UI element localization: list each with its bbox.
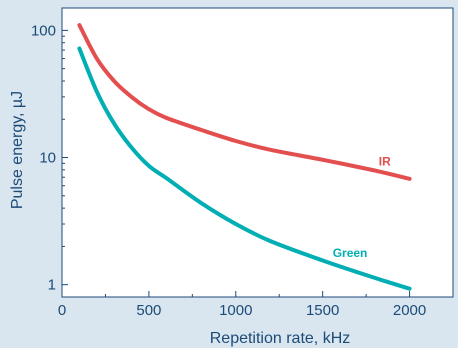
series-line-green xyxy=(77,46,412,291)
y-tick-label: 10 xyxy=(39,150,56,167)
x-tick-label: 1500 xyxy=(306,302,339,319)
y-axis-title: Pulse energy, µJ xyxy=(9,91,26,209)
x-tick-label: 500 xyxy=(136,302,161,319)
x-tick-label: 2000 xyxy=(393,302,426,319)
y-tick-label: 100 xyxy=(31,22,56,39)
x-tick-label: 1000 xyxy=(219,302,252,319)
axis-ticks: 0 500 1000 1500 2000 1 10 100 xyxy=(31,22,426,319)
x-axis-title: Repetition rate, kHz xyxy=(210,330,351,347)
plot-area xyxy=(61,7,454,298)
series-label-green: Green xyxy=(333,246,368,260)
x-tick-label: 0 xyxy=(58,302,66,319)
series-labels: IR Green xyxy=(333,154,391,260)
y-tick-label: 1 xyxy=(48,277,56,294)
series-line-ir xyxy=(77,23,412,181)
series-label-ir: IR xyxy=(379,154,391,168)
series-lines xyxy=(77,23,412,291)
